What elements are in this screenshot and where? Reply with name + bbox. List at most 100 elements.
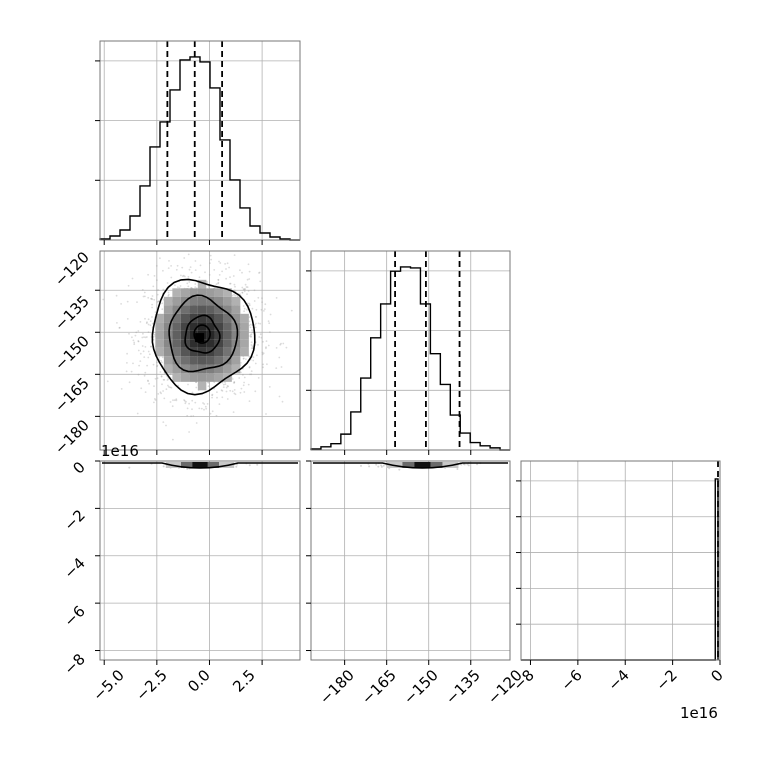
joint12-point xyxy=(250,373,253,376)
joint12-density-cell xyxy=(231,347,241,357)
joint12-point xyxy=(281,400,284,403)
joint12-point xyxy=(245,358,247,360)
joint12-point xyxy=(242,384,245,387)
joint12-point xyxy=(239,391,242,394)
joint23-point xyxy=(375,463,378,466)
frames-layer xyxy=(99,40,721,661)
joint12-point xyxy=(268,386,271,388)
joint12-point xyxy=(217,281,220,284)
joint12-point xyxy=(275,297,278,299)
joint12-density-cell xyxy=(180,288,190,297)
joint12-point xyxy=(158,356,161,359)
joint12-density-cell xyxy=(223,322,232,331)
joint12-point xyxy=(198,407,201,410)
joint12-density-cell xyxy=(180,373,190,382)
joint12-point xyxy=(167,384,169,387)
joint23-point xyxy=(398,468,401,471)
joint12-point xyxy=(187,383,189,386)
joint12-point xyxy=(195,422,198,424)
joint12-density-cell xyxy=(172,296,181,306)
joint12-point xyxy=(167,293,170,296)
joint12-point xyxy=(154,377,157,380)
joint12-point xyxy=(142,332,144,335)
joint12-point xyxy=(255,315,257,318)
joint12-point xyxy=(209,412,212,415)
joint12-point xyxy=(209,254,212,257)
joint12-point xyxy=(147,350,150,353)
joint12-point xyxy=(177,384,180,387)
joint23-point xyxy=(380,464,383,467)
joint12-point xyxy=(249,323,252,326)
hist1-steps xyxy=(99,56,300,241)
joint12-point xyxy=(225,268,227,270)
joint12-point xyxy=(238,377,241,379)
joint12-density-cell xyxy=(231,313,241,323)
joint12-point xyxy=(250,344,253,346)
joint12-point xyxy=(226,262,229,265)
joint12-point xyxy=(151,295,154,297)
joint12-density-cell xyxy=(206,373,215,382)
joint12-point xyxy=(225,390,228,393)
joint12-point xyxy=(250,341,253,344)
joint12-point xyxy=(128,332,130,335)
joint12-density-cell xyxy=(189,296,198,306)
joint12-point xyxy=(226,398,229,400)
joint12-density-cell xyxy=(223,305,232,314)
joint13-point xyxy=(256,463,259,466)
joint12-density-cell xyxy=(223,364,232,374)
joint12-point xyxy=(171,405,174,408)
joint12-density-cell xyxy=(172,347,181,357)
y-tick-label-p2-2: −150 xyxy=(51,332,93,374)
joint12-point xyxy=(260,336,263,339)
joint12-point xyxy=(137,349,140,352)
joint12-density-cell xyxy=(172,330,181,340)
joint12-point xyxy=(248,320,251,323)
joint12-point xyxy=(186,407,189,410)
joint12-point xyxy=(250,335,253,338)
joint12-density-cell xyxy=(189,373,198,382)
joint12-point xyxy=(137,330,140,332)
joint12-point xyxy=(242,357,245,360)
joint12-density-cell xyxy=(189,364,198,374)
joint12-point xyxy=(126,318,129,320)
joint12-point xyxy=(257,322,260,325)
joint12-point xyxy=(200,407,203,410)
joint12-density-cell xyxy=(163,347,173,357)
joint12-point xyxy=(142,295,145,298)
joint12-density-cell xyxy=(197,305,207,314)
joint12-point xyxy=(137,340,140,343)
joint12-density-cell xyxy=(214,339,224,348)
exponent-label-left: 1e16 xyxy=(101,442,139,460)
joint23-point xyxy=(360,464,362,467)
joint12-point xyxy=(269,331,271,333)
joint12-point xyxy=(140,387,143,390)
joint12-point xyxy=(262,363,265,366)
joint12-point xyxy=(195,386,198,389)
joint12-point xyxy=(194,269,197,271)
joint12-point xyxy=(282,342,285,345)
joint12-point xyxy=(188,402,191,405)
joint12-density xyxy=(155,279,249,391)
joint12-density-cell xyxy=(189,347,198,357)
joint12-density-cell xyxy=(155,313,164,323)
joint12-point xyxy=(153,298,156,301)
joint12-point xyxy=(251,331,254,334)
joint12-point xyxy=(208,274,211,276)
joint12-density-cell xyxy=(172,322,181,331)
joint12-point xyxy=(240,371,242,374)
joint12-density-cell xyxy=(189,356,198,365)
joint12-density-cell xyxy=(163,330,173,340)
joint12-point xyxy=(143,356,146,358)
joint12-point xyxy=(269,313,272,316)
joint12-point xyxy=(280,342,282,345)
joint12-density-cell xyxy=(240,313,249,323)
joint12-point xyxy=(166,379,169,381)
joint12-point xyxy=(211,396,214,399)
joint12-density-cell xyxy=(214,373,224,382)
panel-frame-h1 xyxy=(99,40,301,241)
joint12-point xyxy=(249,334,252,337)
joint12-point xyxy=(206,403,209,405)
joint12-point xyxy=(207,385,210,388)
joint12-point xyxy=(234,393,237,396)
joint12-point xyxy=(199,264,202,267)
